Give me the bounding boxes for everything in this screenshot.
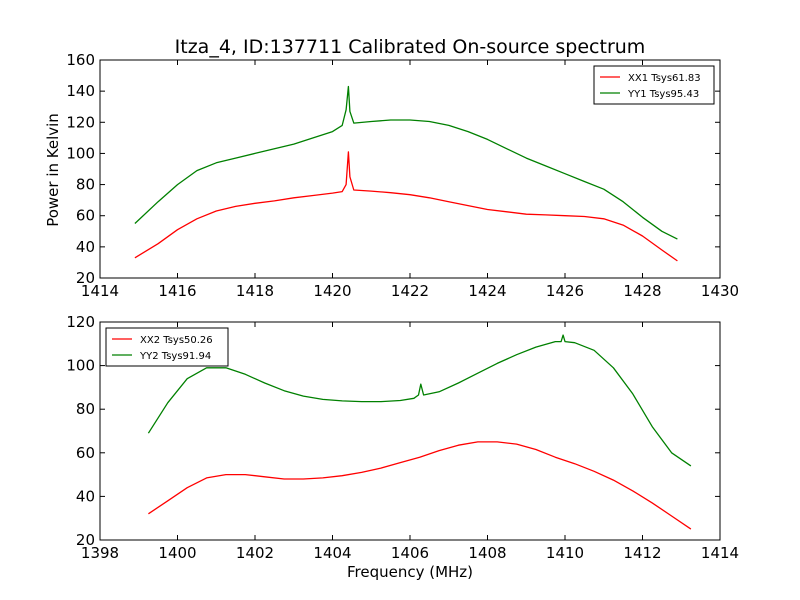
y-tick-label: 80 xyxy=(76,400,95,418)
x-tick-label: 1404 xyxy=(313,544,351,562)
x-tick-label: 1418 xyxy=(236,282,274,300)
upper-panel: 1414 1416 1418 1420 1422 1424 1426 1428 1430 20 40… xyxy=(66,51,739,300)
x-tick-label: 1430 xyxy=(701,282,739,300)
y-tick-label: 20 xyxy=(76,269,95,287)
x-tick-label: 1416 xyxy=(158,282,196,300)
y-tick-label: 60 xyxy=(76,444,95,462)
y-tick-label: 20 xyxy=(76,531,95,549)
legend-label: XX1 Tsys61.83 xyxy=(628,73,701,84)
y-axis-title: Power in Kelvin xyxy=(44,113,62,227)
x-axis-title: Frequency (MHz) xyxy=(347,563,473,581)
y-tick-label: 80 xyxy=(76,176,95,194)
x-tick-label: 1428 xyxy=(623,282,661,300)
y-tick-label: 120 xyxy=(66,313,95,331)
legend-label: YY1 Tsys95.43 xyxy=(627,89,699,100)
y-tick-label: 100 xyxy=(66,144,95,162)
lower-panel: 1398 1400 1402 1404 1406 1408 1410 1412 1414 20 40… xyxy=(66,313,739,562)
x-tick-label: 1412 xyxy=(623,544,661,562)
x-tick-label: 1408 xyxy=(468,544,506,562)
series-line-xx1 xyxy=(134,151,678,262)
x-tick-label: 1420 xyxy=(313,282,351,300)
y-tick-label: 100 xyxy=(66,357,95,375)
y-tick-label: 60 xyxy=(76,207,95,225)
x-tick-label: 1406 xyxy=(391,544,429,562)
x-tick-label: 1398 xyxy=(81,544,119,562)
series-line-xx2 xyxy=(148,441,692,530)
legend-label: YY2 Tsys91.94 xyxy=(139,351,211,362)
legend-box xyxy=(593,65,715,105)
series-line-yy1 xyxy=(134,85,678,240)
x-tick-label: 1410 xyxy=(546,544,584,562)
y-tick-label: 120 xyxy=(66,113,95,131)
legend-label: XX2 Tsys50.26 xyxy=(140,335,213,346)
x-tick-label: 1402 xyxy=(236,544,274,562)
y-tick-label: 140 xyxy=(66,82,95,100)
y-tick-label: 160 xyxy=(66,51,95,69)
legend-box xyxy=(105,327,229,367)
chart-title: Itza_4, ID:137711 Calibrated On-source s… xyxy=(175,36,646,58)
legend: XX1 Tsys61.83 YY1 Tsys95.43 xyxy=(593,65,715,105)
series-line-yy2 xyxy=(147,334,692,467)
y-tick-label: 40 xyxy=(76,487,95,505)
x-tick-label: 1426 xyxy=(546,282,584,300)
x-tick-label: 1414 xyxy=(81,282,119,300)
x-tick-label: 1424 xyxy=(468,282,506,300)
y-tick-label: 40 xyxy=(76,238,95,256)
legend: XX2 Tsys50.26 YY2 Tsys91.94 xyxy=(105,327,229,367)
x-tick-label: 1414 xyxy=(701,544,739,562)
x-tick-label: 1400 xyxy=(158,544,196,562)
x-tick-label: 1422 xyxy=(391,282,429,300)
